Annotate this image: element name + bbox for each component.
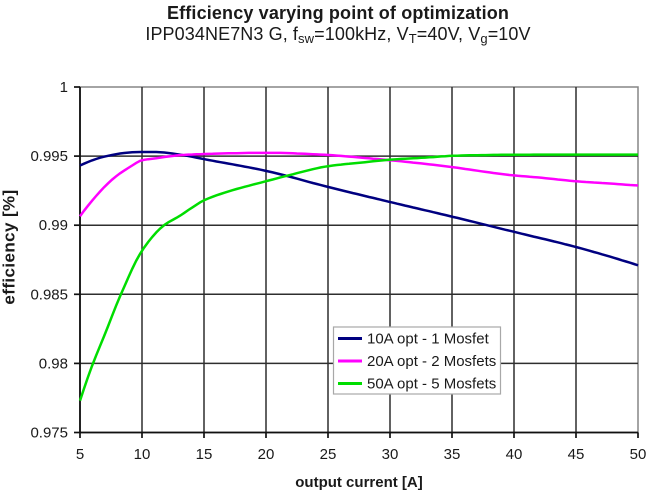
svg-text:10: 10 (134, 446, 151, 463)
svg-text:0.98: 0.98 (39, 355, 68, 372)
svg-text:20: 20 (258, 446, 275, 463)
svg-text:10A opt - 1 Mosfet: 10A opt - 1 Mosfet (367, 331, 490, 348)
svg-text:40: 40 (506, 446, 523, 463)
svg-text:0.995: 0.995 (30, 148, 68, 165)
svg-text:20A opt - 2 Mosfets: 20A opt - 2 Mosfets (367, 353, 496, 370)
svg-text:45: 45 (568, 446, 585, 463)
svg-text:50: 50 (630, 446, 647, 463)
svg-text:50A opt - 5 Mosfets: 50A opt - 5 Mosfets (367, 376, 496, 393)
svg-text:1: 1 (60, 79, 68, 96)
svg-text:35: 35 (444, 446, 461, 463)
svg-text:efficiency [%]: efficiency [%] (0, 189, 19, 304)
svg-text:output current [A]: output current [A] (295, 474, 422, 491)
svg-text:15: 15 (196, 446, 213, 463)
svg-text:30: 30 (382, 446, 399, 463)
svg-text:0.985: 0.985 (30, 286, 68, 303)
svg-text:5: 5 (76, 446, 84, 463)
svg-text:0.99: 0.99 (39, 217, 68, 234)
svg-text:25: 25 (320, 446, 337, 463)
svg-text:0.975: 0.975 (30, 425, 68, 442)
